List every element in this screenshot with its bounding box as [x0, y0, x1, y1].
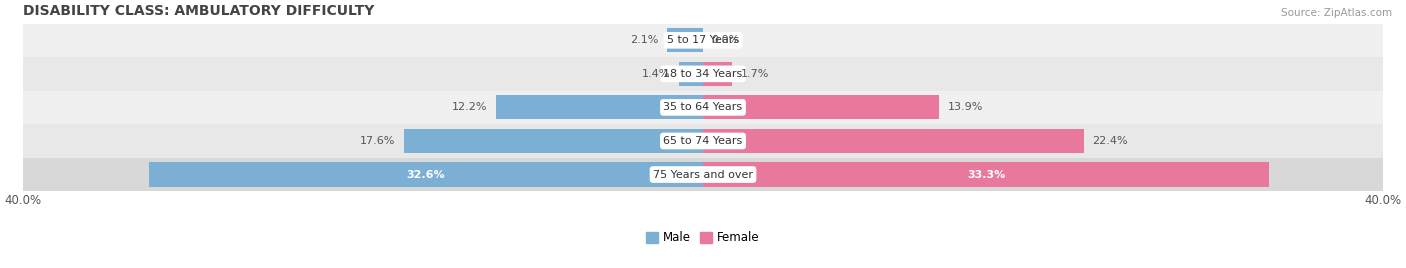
Bar: [703, 129, 1084, 153]
Text: 1.7%: 1.7%: [741, 69, 769, 79]
Text: 5 to 17 Years: 5 to 17 Years: [666, 35, 740, 45]
Bar: [703, 95, 939, 120]
Bar: [495, 95, 703, 120]
Text: 0.0%: 0.0%: [711, 35, 740, 45]
Text: 75 Years and over: 75 Years and over: [652, 170, 754, 180]
Bar: [703, 62, 733, 86]
Bar: [149, 162, 703, 187]
Text: 1.4%: 1.4%: [643, 69, 671, 79]
Text: 17.6%: 17.6%: [360, 136, 395, 146]
Text: 35 to 64 Years: 35 to 64 Years: [664, 102, 742, 112]
Bar: [22, 158, 1384, 191]
Text: DISABILITY CLASS: AMBULATORY DIFFICULTY: DISABILITY CLASS: AMBULATORY DIFFICULTY: [22, 4, 374, 18]
Text: 18 to 34 Years: 18 to 34 Years: [664, 69, 742, 79]
Text: 65 to 74 Years: 65 to 74 Years: [664, 136, 742, 146]
Bar: [22, 24, 1384, 57]
Text: 22.4%: 22.4%: [1092, 136, 1128, 146]
Bar: [22, 57, 1384, 91]
Bar: [668, 28, 703, 52]
Text: 13.9%: 13.9%: [948, 102, 983, 112]
Text: 33.3%: 33.3%: [967, 170, 1005, 180]
Bar: [679, 62, 703, 86]
Text: 2.1%: 2.1%: [630, 35, 659, 45]
Bar: [22, 91, 1384, 124]
Bar: [703, 162, 1270, 187]
Legend: Male, Female: Male, Female: [641, 227, 765, 249]
Bar: [22, 124, 1384, 158]
Text: Source: ZipAtlas.com: Source: ZipAtlas.com: [1281, 8, 1392, 18]
Bar: [404, 129, 703, 153]
Text: 12.2%: 12.2%: [451, 102, 486, 112]
Text: 32.6%: 32.6%: [406, 170, 446, 180]
